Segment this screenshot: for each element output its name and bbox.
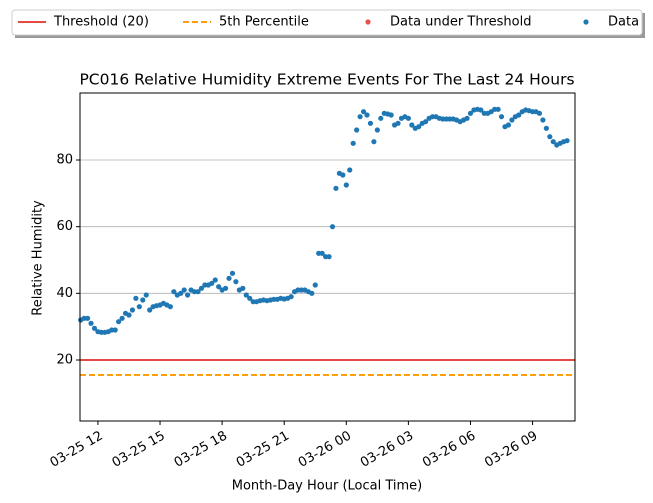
data-point <box>143 292 149 298</box>
x-tick-label: 03-25 12 <box>48 429 106 471</box>
legend: Threshold (20) 5th Percentile Data under T… <box>18 15 639 30</box>
data-point <box>543 125 549 131</box>
data-point <box>464 115 470 121</box>
legend-label: Data <box>608 15 639 30</box>
x-axis-label: Month-Day Hour (Local Time) <box>232 479 422 494</box>
legend-label: Threshold (20) <box>53 15 149 30</box>
data-point <box>112 327 118 333</box>
legend-box <box>11 9 643 36</box>
x-tick-label: 03-26 09 <box>482 429 540 471</box>
data-point <box>360 109 367 115</box>
data-point <box>540 117 546 123</box>
data-point <box>343 182 349 188</box>
data-point <box>312 282 318 288</box>
data-point <box>171 289 177 295</box>
data-point <box>91 325 98 331</box>
data-point <box>167 304 173 310</box>
data-point <box>350 140 356 146</box>
data-point <box>498 114 505 120</box>
data-point <box>326 254 332 260</box>
data-point <box>133 295 139 301</box>
data-point <box>136 304 142 310</box>
data-point <box>388 112 394 118</box>
data-point <box>536 110 543 116</box>
data-point <box>209 280 215 286</box>
data-point <box>364 112 370 118</box>
data-point <box>509 117 515 123</box>
data-point <box>233 279 239 285</box>
data-point <box>395 120 401 126</box>
data-point <box>409 122 415 128</box>
plot-area: 20 40 60 80 03-25 12 03-25 15 03-25 18 03-25 21… <box>48 106 575 471</box>
legend-label: 5th Percentile <box>219 15 309 30</box>
data-point <box>216 284 222 290</box>
data-point <box>423 119 429 125</box>
data-point <box>405 115 411 121</box>
data-point <box>333 185 339 191</box>
data-point <box>129 307 136 313</box>
y-tick-label: 60 <box>56 219 73 234</box>
data-point <box>371 139 377 145</box>
data-point <box>547 134 553 140</box>
x-tick-label: 03-26 03 <box>358 429 416 471</box>
data-point <box>309 290 315 296</box>
data-point <box>84 315 91 321</box>
chart-title: PC016 Relative Humidity Extreme Events F… <box>79 71 574 89</box>
data-point <box>126 312 132 318</box>
y-tick-label: 40 <box>56 286 73 301</box>
data-point <box>367 120 374 126</box>
x-tick-label: 03-25 15 <box>110 429 168 471</box>
data-point <box>319 250 325 256</box>
data-point <box>347 167 353 173</box>
data-point <box>288 294 294 300</box>
data-point <box>495 106 501 112</box>
axes-frame <box>79 92 576 422</box>
data-point <box>229 270 236 276</box>
data-point <box>478 107 484 113</box>
y-tick-label: 20 <box>56 353 73 368</box>
data-point <box>198 285 205 291</box>
data-point <box>505 122 512 128</box>
data-point <box>378 115 384 121</box>
data-point <box>374 127 380 133</box>
data-point <box>119 315 125 321</box>
legend-swatch <box>583 19 589 25</box>
data-point <box>147 307 153 313</box>
data-point <box>185 292 191 298</box>
x-tick-label: 03-25 21 <box>234 429 292 471</box>
data-point <box>195 289 201 295</box>
data-point <box>329 224 336 230</box>
data-point <box>226 275 232 281</box>
y-axis-label: Relative Humidity <box>31 200 46 316</box>
data-point <box>550 139 556 145</box>
legend-label: Data under Threshold <box>390 15 531 30</box>
data-point <box>181 287 187 293</box>
data-point <box>243 292 249 298</box>
data-point <box>222 285 229 291</box>
data-point <box>340 172 346 178</box>
x-tick-label: 03-26 06 <box>420 429 478 471</box>
x-tick-label: 03-25 18 <box>172 429 230 471</box>
data-point <box>416 124 422 130</box>
data-point <box>354 127 360 133</box>
data-point <box>247 295 253 301</box>
data-point <box>516 112 522 118</box>
y-tick-label: 80 <box>56 153 73 168</box>
data-point <box>240 285 246 291</box>
data-point <box>116 319 122 325</box>
data-point <box>357 114 363 120</box>
data-point <box>467 110 474 116</box>
legend-swatch <box>365 19 371 25</box>
data-point <box>178 290 184 296</box>
data-point <box>564 138 570 144</box>
data-point <box>88 320 94 326</box>
data-point <box>212 277 218 283</box>
x-tick-label: 03-26 00 <box>296 429 354 471</box>
data-point <box>140 297 146 303</box>
